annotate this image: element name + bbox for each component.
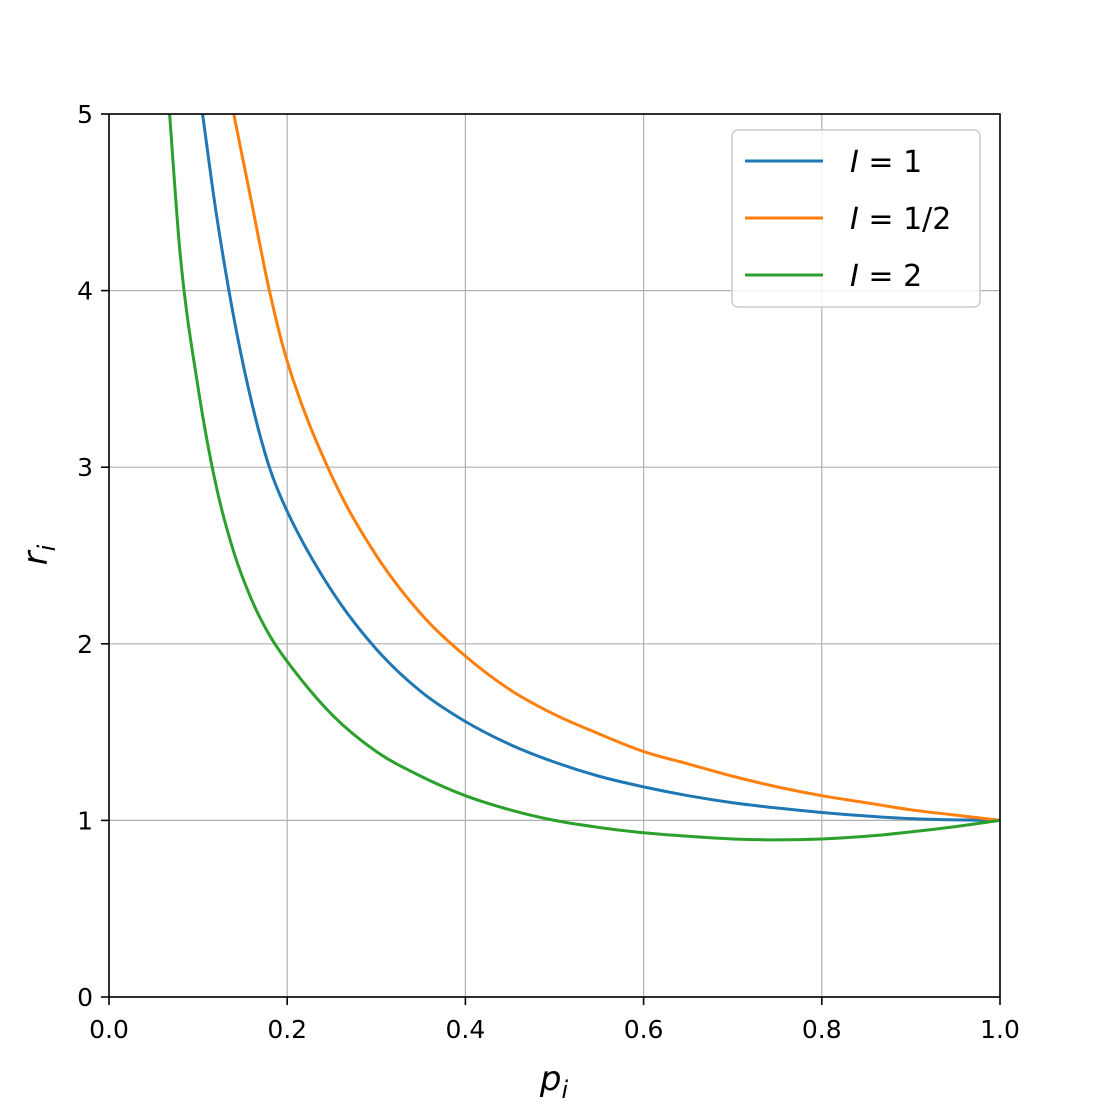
series-layer (168, 113, 1001, 842)
legend-box (731, 129, 981, 308)
legend-label-2: I = 1/2 (850, 202, 951, 237)
x-axis-label: pi (539, 1059, 569, 1104)
x-tick-label: 0.4 (446, 1015, 486, 1044)
axis-ticks: 0.0 0.2 0.4 0.6 0.8 1.0 0 1 2 3 4 5 (77, 100, 1020, 1044)
series-line-2 (232, 113, 1001, 822)
x-tick-label: 0.2 (267, 1015, 307, 1044)
legend-label-1: I = 1 (850, 145, 922, 180)
x-tick-label: 1.0 (980, 1015, 1020, 1044)
y-tick-label: 1 (77, 806, 93, 835)
y-tick-label: 5 (77, 100, 93, 129)
legend: I = 1 I = 1/2 I = 2 (731, 129, 981, 308)
y-axis-label: ri (16, 544, 61, 565)
x-tick-label: 0.0 (89, 1015, 129, 1044)
legend-label-3: I = 2 (850, 259, 922, 294)
series-line-3 (168, 113, 1001, 842)
y-tick-label: 0 (77, 983, 93, 1012)
x-tick-label: 0.6 (624, 1015, 664, 1044)
series-line-1 (201, 113, 1001, 822)
x-tick-label: 0.8 (802, 1015, 842, 1044)
axes-frame (108, 113, 1001, 998)
y-tick-label: 2 (77, 630, 93, 659)
y-tick-label: 3 (77, 453, 93, 482)
y-tick-label: 4 (77, 277, 93, 306)
y-axis-label-group: ri (16, 544, 61, 565)
